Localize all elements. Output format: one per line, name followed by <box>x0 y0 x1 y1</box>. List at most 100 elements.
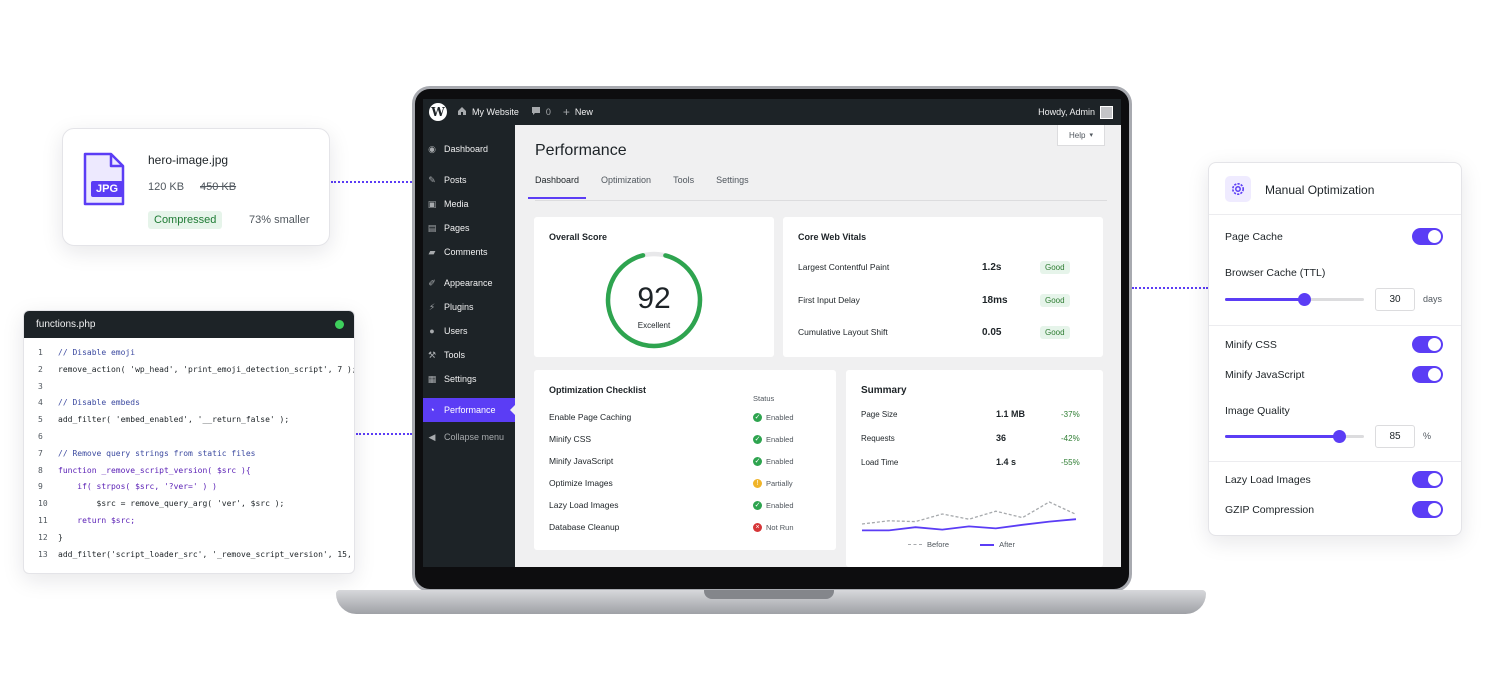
slider-handle[interactable] <box>1298 293 1312 306</box>
sidebar-item-posts[interactable]: ✎ Posts <box>423 168 515 192</box>
code-card: functions.php 1 // Disable emoji 2 remove_a… <box>23 310 355 574</box>
code-line: 5 add_filter( 'embed_enabled', '__return_… <box>38 415 289 427</box>
checklist-row: Lazy Load Images ✓ Enabled <box>549 498 821 512</box>
sidebar-item-label: Plugins <box>444 302 474 312</box>
minify-js-toggle[interactable] <box>1412 366 1443 383</box>
line-number: 1 <box>38 348 43 357</box>
tab-dashboard[interactable]: Dashboard <box>528 173 587 199</box>
sidebar-item-performance[interactable]: ◔ Performance <box>423 398 516 422</box>
collapse-icon: ◀ <box>428 431 436 442</box>
sidebar-item-dashboard[interactable]: ◉ Dashboard <box>423 137 515 161</box>
status-label: Enabled <box>766 434 794 444</box>
sidebar-item-appearance[interactable]: ✐ Appearance <box>423 271 515 295</box>
warning-icon: ! <box>753 478 762 488</box>
sidebar-item-label: Tools <box>444 350 466 360</box>
wordpress-logo-icon[interactable]: W <box>429 103 447 121</box>
status-label: Not Run <box>766 522 794 532</box>
code-line: 12} <box>38 533 63 545</box>
minify-js-row: Minify JavaScript <box>1225 366 1443 383</box>
new-content-link[interactable]: + New <box>563 105 593 119</box>
sidebar-item-tools[interactable]: ⚒ Tools <box>423 343 515 367</box>
legend-after-label: After <box>999 540 1015 549</box>
check-icon: ✓ <box>753 500 762 510</box>
status-badge: Good <box>1040 260 1070 274</box>
site-name: My Website <box>472 107 519 117</box>
connector-code <box>356 433 412 435</box>
line-number: 6 <box>38 432 43 441</box>
collapse-menu-button[interactable]: ◀ Collapse menu <box>423 425 515 449</box>
code-file-name: functions.php <box>36 319 96 330</box>
slider-fill <box>1225 435 1339 438</box>
pages-icon: ▤ <box>427 222 437 233</box>
sidebar-item-label: Performance <box>444 405 496 415</box>
divider <box>1209 461 1461 462</box>
page-cache-label: Page Cache <box>1225 230 1283 243</box>
lazy-load-toggle[interactable] <box>1412 471 1443 488</box>
cwv-metric-name: Cumulative Layout Shift <box>798 327 888 337</box>
tab-bar: Dashboard Optimization Tools Settings <box>528 173 771 199</box>
sidebar-item-settings[interactable]: ▦ Settings <box>423 367 515 391</box>
optimization-checklist-card: Optimization Checklist Status Enable Pag… <box>534 370 836 550</box>
summary-metric-change: -55% <box>1061 457 1080 467</box>
cwv-metric-name: Largest Contentful Paint <box>798 262 890 272</box>
comment-icon: ▰ <box>428 246 436 257</box>
code-text: // Disable embeds <box>58 398 140 408</box>
code-line: 2 remove_action( 'wp_head', 'print_emoji_… <box>38 364 354 377</box>
account-menu[interactable]: Howdy, Admin <box>1038 105 1113 119</box>
summary-metric-name: Page Size <box>861 409 898 419</box>
summary-metric-value: 36 <box>996 433 1007 443</box>
minify-css-row: Minify CSS <box>1225 336 1443 353</box>
cwv-metric-value: 1.2s <box>982 261 1002 273</box>
summary-metric-value: 1.1 MB <box>996 409 1026 419</box>
home-icon <box>457 106 467 118</box>
sidebar-item-pages[interactable]: ▤ Pages <box>423 216 515 240</box>
tab-tools[interactable]: Tools <box>673 175 695 185</box>
minify-css-toggle[interactable] <box>1412 336 1443 353</box>
checklist-item-name: Database Cleanup <box>549 522 620 532</box>
sidebar-item-comments[interactable]: ▰ Comments <box>423 240 515 264</box>
tab-settings[interactable]: Settings <box>716 175 749 185</box>
gzip-row: GZIP Compression <box>1225 501 1443 518</box>
browser-cache-input[interactable]: 30 <box>1375 288 1415 311</box>
cwv-metric-name: First Input Delay <box>798 295 860 305</box>
code-text: add_filter( 'embed_enabled', '__return_f… <box>58 415 290 425</box>
code-line: 1 // Disable emoji <box>38 348 135 360</box>
status-column-header: Status <box>753 394 775 403</box>
checklist-item-name: Minify JavaScript <box>549 456 614 466</box>
tab-optimization[interactable]: Optimization <box>601 175 652 185</box>
legend-before-swatch <box>908 544 922 545</box>
comments-link[interactable]: 0 <box>531 106 551 118</box>
sidebar-item-plugins[interactable]: ⚡ Plugins <box>423 295 515 319</box>
file-name: hero-image.jpg <box>148 153 229 167</box>
gzip-toggle[interactable] <box>1412 501 1443 518</box>
image-quality-slider[interactable] <box>1225 430 1364 443</box>
checklist-item-status: ✓ Enabled <box>753 500 794 510</box>
line-number: 2 <box>38 364 43 374</box>
sidebar-item-label: Appearance <box>444 278 493 288</box>
media-icon: ▣ <box>427 198 437 209</box>
summary-row: Requests 36 -42% <box>861 431 1088 445</box>
score-label: Excellent <box>637 321 671 330</box>
code-text: $src = remove_query_arg( 'ver', $src ); <box>58 499 285 509</box>
code-text: // Disable emoji <box>58 348 136 357</box>
greeting: Howdy, Admin <box>1038 107 1095 117</box>
sidebar-item-media[interactable]: ▣ Media <box>423 192 515 216</box>
minify-js-label: Minify JavaScript <box>1225 368 1305 381</box>
browser-cache-slider[interactable] <box>1225 293 1364 306</box>
new-label: New <box>574 107 593 117</box>
settings-gear-icon <box>1225 176 1251 202</box>
sidebar-item-users[interactable]: ● Users <box>423 319 515 343</box>
help-button[interactable]: Help ▾ <box>1057 125 1105 146</box>
cwv-metric-value: 18ms <box>982 294 1008 306</box>
file-card: JPG hero-image.jpg 120 KB 450 KB Compres… <box>62 128 330 246</box>
slider-handle[interactable] <box>1332 430 1346 443</box>
summary-metric-name: Requests <box>861 433 895 443</box>
minify-css-label: Minify CSS <box>1225 338 1277 351</box>
image-quality-input[interactable]: 85 <box>1375 425 1415 448</box>
divider <box>1209 325 1461 326</box>
page-cache-toggle[interactable] <box>1412 228 1443 245</box>
code-line: 11 return $src; <box>38 516 135 528</box>
site-link[interactable]: My Website <box>457 106 519 118</box>
series-before-line <box>861 501 1077 525</box>
status-label: Enabled <box>766 500 794 510</box>
